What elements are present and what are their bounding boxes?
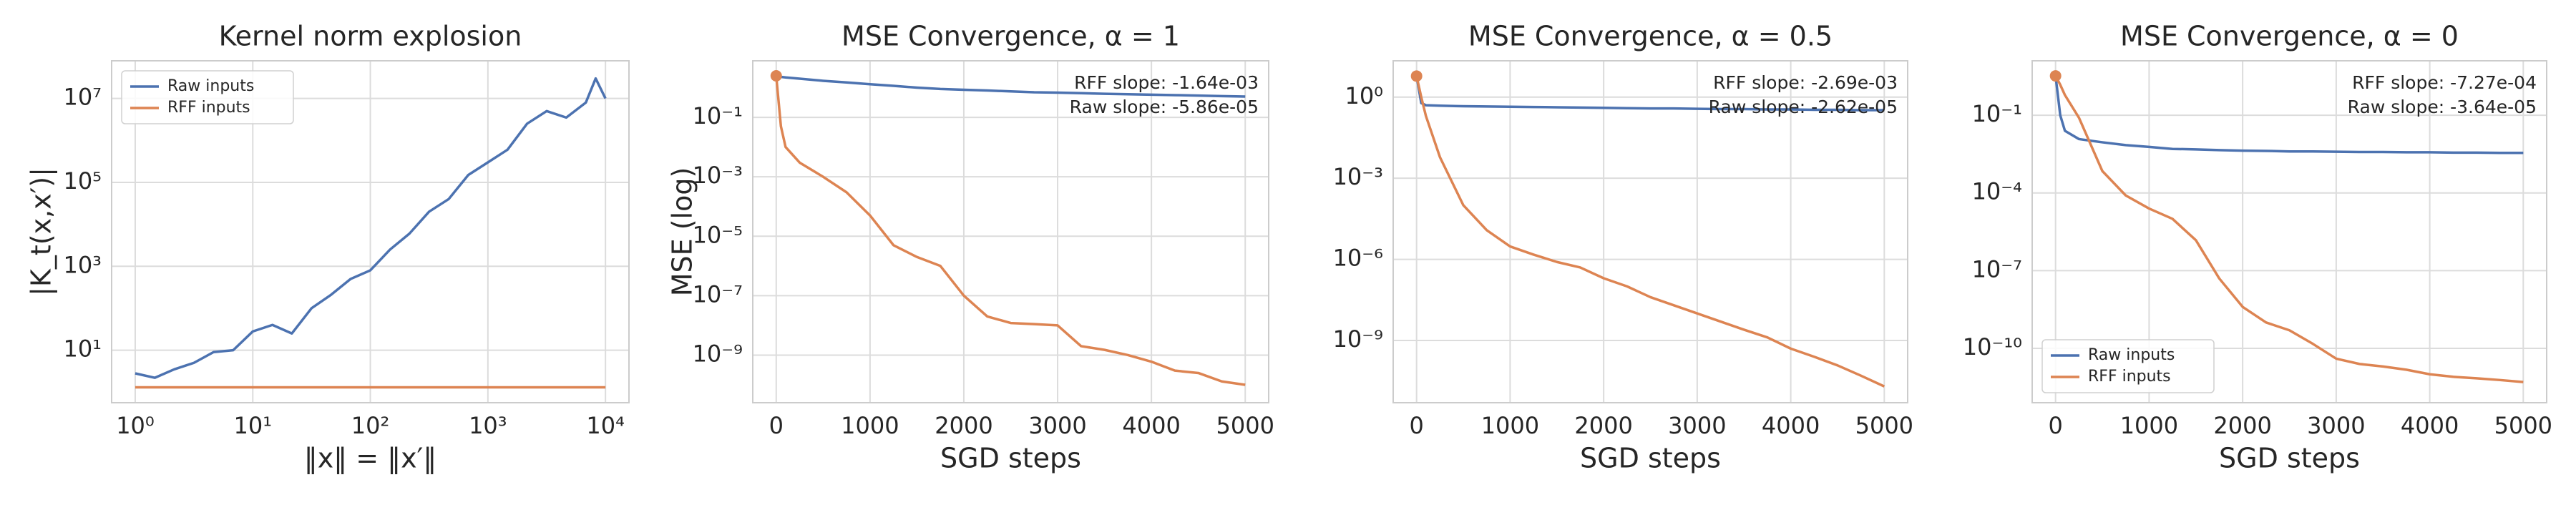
- chart-title: MSE Convergence, α = 0: [2120, 21, 2459, 52]
- series-line: [2054, 75, 2524, 154]
- y-tick-label: 10⁻¹: [1972, 100, 2022, 127]
- y-tick-label: 10⁵: [63, 167, 102, 195]
- x-tick-label: 1000: [2120, 412, 2178, 439]
- x-tick-label: 0: [2049, 412, 2063, 439]
- series-line: [135, 77, 607, 379]
- annotation: Raw slope: -3.64e-05: [2348, 97, 2537, 117]
- legend-label: Raw inputs: [2088, 346, 2175, 364]
- annotation: Raw slope: -5.86e-05: [1070, 97, 1259, 117]
- x-tick-label: 2000: [1574, 412, 1632, 439]
- x-tick-label: 10³: [469, 412, 507, 439]
- chart-title: MSE Convergence, α = 0.5: [1468, 21, 1833, 52]
- x-axis-label: ‖x‖ = ‖x′‖: [304, 443, 437, 475]
- chart-title: MSE Convergence, α = 1: [841, 21, 1180, 52]
- axes-frame: [1392, 60, 1908, 403]
- x-tick-label: 3000: [1668, 412, 1726, 439]
- annotation: RFF slope: -2.69e-03: [1713, 72, 1898, 93]
- y-tick-label: 10⁻¹: [693, 102, 743, 129]
- legend-box: [121, 70, 294, 124]
- series-line: [776, 74, 1246, 98]
- x-tick-label: 2000: [935, 412, 992, 439]
- y-tick-label: 10⁻⁷: [1972, 255, 2022, 283]
- y-tick-label: 10¹: [63, 335, 102, 363]
- y-tick-label: 10⁻⁹: [693, 340, 743, 367]
- y-tick-label: 10⁻¹⁰: [1963, 333, 2022, 360]
- annotation: Raw slope: -2.62e-05: [1709, 97, 1898, 117]
- x-axis-label: SGD steps: [940, 443, 1081, 474]
- chart-title: Kernel norm explosion: [219, 21, 522, 52]
- legend-label: RFF inputs: [167, 99, 250, 117]
- y-tick-label: 10⁻⁴: [1972, 178, 2022, 205]
- x-tick-label: 2000: [2213, 412, 2271, 439]
- annotation: RFF slope: -1.64e-03: [1074, 72, 1259, 93]
- y-tick-label: 10⁻⁶: [1333, 245, 1383, 272]
- y-tick-label: 10³: [63, 251, 102, 278]
- series-line: [1415, 76, 1885, 112]
- y-tick-label: 10⁷: [63, 84, 102, 111]
- y-tick-label: 10⁻³: [693, 162, 743, 189]
- start-marker: [1410, 70, 1423, 82]
- start-marker: [770, 69, 782, 82]
- x-tick-label: 4000: [1122, 412, 1180, 439]
- x-tick-label: 5000: [1855, 412, 1913, 439]
- legend-box: [2041, 339, 2215, 393]
- series-line: [775, 75, 1246, 386]
- x-tick-label: 1000: [841, 412, 899, 439]
- legend-label: RFF inputs: [2088, 368, 2171, 386]
- x-tick-label: 4000: [2401, 412, 2459, 439]
- x-tick-label: 1000: [1481, 412, 1539, 439]
- axes-frame: [2031, 60, 2547, 403]
- x-tick-label: 5000: [1216, 412, 1274, 439]
- axes-frame: [752, 60, 1269, 403]
- axes-frame: [111, 60, 630, 403]
- x-tick-label: 10⁴: [586, 412, 625, 439]
- x-axis-label: SGD steps: [1580, 443, 1721, 474]
- x-tick-label: 10⁰: [116, 412, 155, 439]
- x-tick-label: 0: [769, 412, 784, 439]
- series-line: [2054, 75, 2524, 383]
- x-tick-label: 0: [1410, 412, 1424, 439]
- y-tick-label: 10⁻³: [1333, 163, 1383, 190]
- start-marker: [2049, 70, 2062, 82]
- legend-label: Raw inputs: [167, 77, 254, 95]
- y-axis-label: MSE (log): [667, 167, 698, 297]
- x-tick-label: 5000: [2494, 412, 2552, 439]
- annotation: RFF slope: -7.27e-04: [2352, 72, 2537, 93]
- y-tick-label: 10⁻⁷: [693, 280, 743, 308]
- x-tick-label: 3000: [2307, 412, 2365, 439]
- y-axis-label: |K_t(x,x′)|: [26, 167, 58, 296]
- x-tick-label: 10²: [351, 412, 390, 439]
- y-tick-label: 10⁻⁵: [693, 221, 743, 248]
- y-tick-label: 10⁻⁹: [1333, 325, 1383, 353]
- x-axis-label: SGD steps: [2219, 443, 2360, 474]
- x-tick-label: 3000: [1028, 412, 1086, 439]
- series-line: [1415, 75, 1885, 388]
- y-tick-label: 10⁰: [1345, 82, 1383, 109]
- x-tick-label: 10¹: [233, 412, 272, 439]
- x-tick-label: 4000: [1762, 412, 1820, 439]
